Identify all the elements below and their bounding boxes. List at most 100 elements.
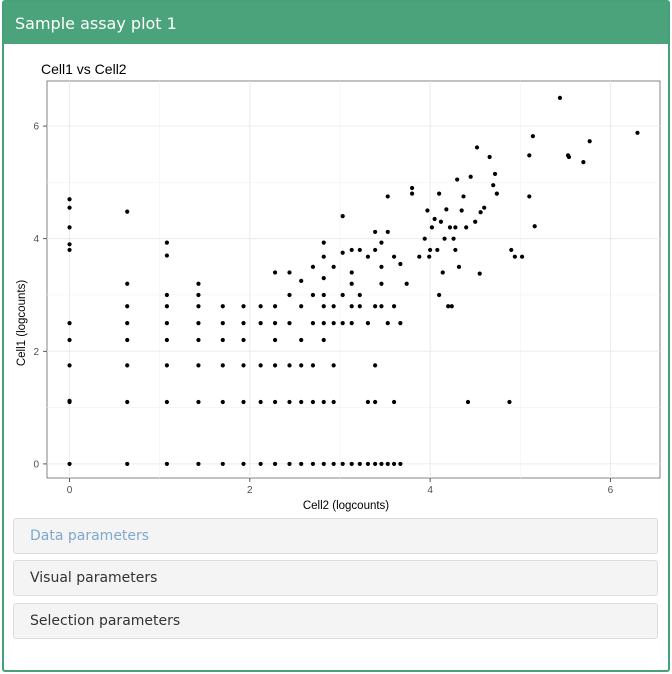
data-point: [349, 247, 354, 253]
data-point: [566, 154, 572, 160]
data-point: [164, 337, 169, 343]
data-point: [587, 139, 592, 144]
data-point: [241, 461, 246, 467]
data-point: [331, 304, 336, 309]
data-point: [67, 205, 72, 210]
scatter-chart[interactable]: Cell1 vs Cell2 0 2 4 6 0 2 4 6 Cell2 (logcount…: [4, 48, 668, 518]
data-point: [67, 321, 72, 326]
data-point: [310, 264, 316, 269]
data-point: [287, 461, 292, 467]
data-point: [125, 209, 130, 214]
data-point: [241, 321, 246, 326]
data-point: [461, 194, 466, 199]
data-point: [272, 363, 278, 368]
data-point: [196, 461, 201, 467]
data-point: [331, 461, 336, 467]
data-point: [532, 224, 537, 229]
data-point: [425, 208, 430, 213]
data-points: [67, 95, 640, 467]
data-point: [557, 95, 563, 100]
data-point: [196, 321, 201, 326]
data-point: [398, 321, 403, 326]
data-point: [67, 225, 72, 230]
data-point: [220, 363, 225, 368]
data-point: [432, 216, 437, 222]
data-point: [321, 337, 326, 343]
data-point: [287, 363, 292, 368]
data-point: [512, 254, 517, 259]
data-point: [440, 270, 445, 275]
data-point: [241, 304, 246, 309]
data-point: [459, 208, 464, 213]
data-point: [478, 210, 483, 215]
data-point: [321, 399, 326, 405]
data-point: [125, 337, 130, 343]
data-point: [164, 253, 169, 258]
data-point: [409, 185, 415, 191]
data-point: [404, 281, 409, 286]
data-point: [299, 278, 304, 284]
data-point: [272, 337, 278, 343]
data-point: [287, 270, 292, 275]
data-point: [272, 461, 278, 467]
data-point: [321, 240, 326, 245]
data-point: [340, 214, 345, 219]
data-point: [453, 225, 458, 230]
y-tick-label: 2: [33, 347, 39, 358]
plot-area[interactable]: Cell1 vs Cell2 0 2 4 6 0 2 4 6 Cell2 (logcount…: [4, 48, 668, 518]
data-point: [422, 236, 427, 241]
data-point: [125, 461, 130, 467]
data-point: [446, 304, 451, 309]
data-point: [398, 461, 403, 467]
data-point: [417, 254, 422, 259]
data-point: [164, 292, 169, 298]
data-point: [321, 461, 326, 467]
data-point: [365, 254, 371, 259]
data-point: [447, 225, 453, 230]
data-point: [331, 399, 336, 405]
data-point: [67, 398, 72, 403]
data-point: [196, 304, 201, 309]
data-point: [220, 321, 225, 326]
data-point: [125, 399, 130, 405]
data-point: [635, 130, 640, 135]
data-point: [385, 194, 390, 199]
data-point: [299, 461, 304, 467]
x-tick-label: 6: [608, 485, 614, 496]
data-point: [527, 194, 532, 199]
data-point: [373, 461, 378, 467]
visual-parameters-section[interactable]: Visual parameters: [13, 560, 658, 596]
data-point: [357, 304, 362, 309]
y-tick-label: 4: [33, 234, 39, 245]
data-point: [427, 254, 432, 259]
data-parameters-label: Data parameters: [30, 528, 150, 544]
data-point: [67, 197, 72, 202]
data-point: [428, 247, 433, 253]
data-point: [340, 461, 345, 467]
data-point: [456, 264, 462, 269]
data-point: [357, 247, 362, 253]
data-point: [299, 337, 304, 343]
data-point: [474, 145, 480, 150]
data-point: [451, 236, 456, 241]
data-point: [299, 363, 304, 368]
data-point: [349, 281, 354, 286]
selection-parameters-section[interactable]: Selection parameters: [13, 603, 658, 639]
data-parameters-section[interactable]: Data parameters: [13, 518, 658, 554]
grid-lines: [47, 81, 660, 478]
data-point: [125, 304, 130, 309]
data-point: [340, 292, 345, 298]
data-point: [349, 461, 354, 467]
data-point: [220, 337, 225, 343]
data-point: [385, 229, 390, 235]
data-point: [373, 229, 378, 235]
data-point: [473, 219, 478, 224]
data-point: [373, 399, 378, 405]
data-point: [391, 254, 397, 259]
data-point: [67, 363, 72, 368]
data-point: [465, 399, 471, 405]
data-point: [196, 337, 201, 343]
data-point: [164, 399, 169, 405]
data-point: [287, 399, 292, 405]
data-point: [373, 363, 378, 368]
